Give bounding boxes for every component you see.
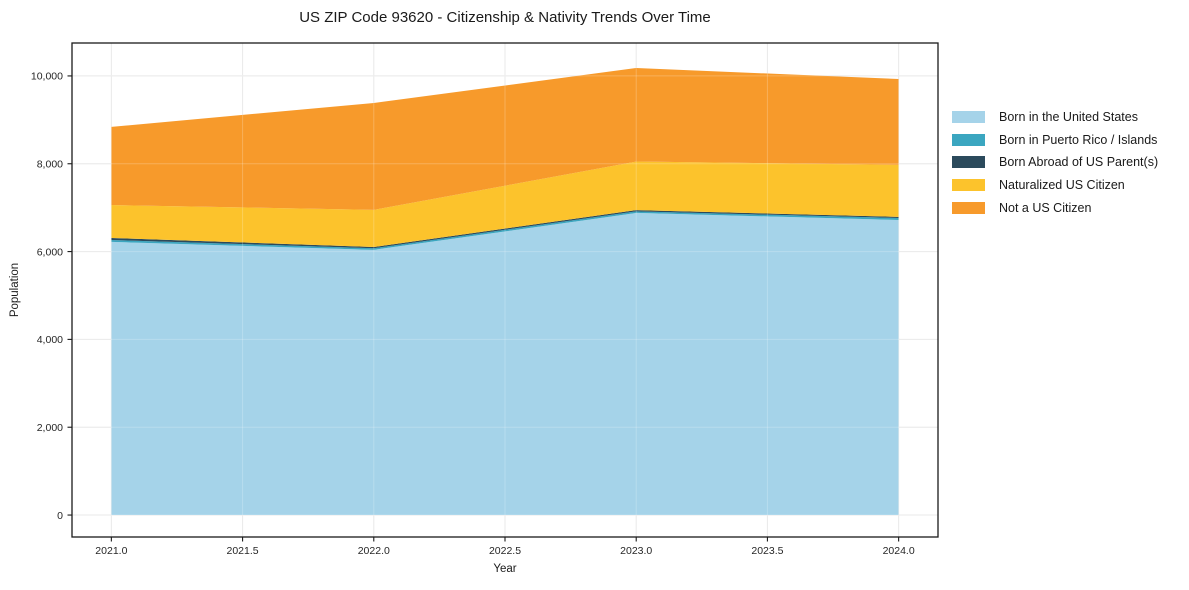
y-tick-label: 6,000 [37,246,63,258]
x-tick-label: 2022.5 [489,545,521,557]
legend-swatch [952,110,985,123]
area-series [111,211,899,250]
legend-item: Born in Puerto Rico / Islands [952,132,1158,148]
area-series [111,212,899,516]
y-tick-label: 10,000 [31,71,63,83]
y-tick-label: 8,000 [37,159,63,171]
y-tick-label: 4,000 [37,334,63,346]
area-series [111,68,899,210]
x-tick-label: 2022.0 [358,545,390,557]
x-tick-label: 2021.5 [227,545,259,557]
y-tick-label: 0 [57,510,63,522]
legend-item: Born Abroad of US Parent(s) [952,154,1158,170]
legend-item: Not a US Citizen [952,200,1158,216]
y-axis-label: Population [9,262,21,318]
legend-swatch [952,133,985,146]
area-series [111,161,899,247]
legend-label: Not a US Citizen [999,200,1092,215]
x-tick-label: 2023.0 [620,545,652,557]
legend-swatch [952,156,985,169]
x-axis-label: Year [493,563,517,575]
x-tick-label: 2024.0 [883,545,915,557]
legend-label: Born in Puerto Rico / Islands [999,132,1158,147]
legend-label: Naturalized US Citizen [999,177,1125,192]
legend-item: Born in the United States [952,109,1158,125]
legend-label: Born in the United States [999,109,1138,124]
x-tick-label: 2021.0 [95,545,127,557]
legend-swatch [952,201,985,214]
legend-swatch [952,178,985,191]
chart-title: US ZIP Code 93620 - Citizenship & Nativi… [299,9,711,26]
legend-label: Born Abroad of US Parent(s) [999,155,1159,170]
y-tick-label: 2,000 [37,422,63,434]
area-series [111,210,899,249]
legend-item: Naturalized US Citizen [952,177,1158,193]
legend: Born in the United States Born in Puerto … [952,109,1158,215]
x-tick-label: 2023.5 [751,545,783,557]
